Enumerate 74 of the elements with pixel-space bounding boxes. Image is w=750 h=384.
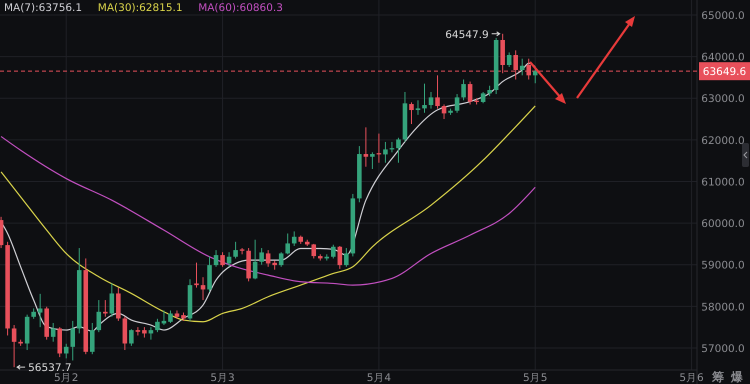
ref-line-label: 63649.6	[702, 66, 747, 78]
candlestick	[110, 282, 114, 318]
candlestick	[90, 322, 95, 355]
y-tick-label: 61000.0	[701, 176, 745, 188]
candlestick	[468, 81, 472, 105]
candlestick	[162, 310, 166, 326]
candlestick	[220, 252, 225, 268]
candlestick	[64, 343, 69, 359]
candlestick	[12, 324, 16, 368]
candlestick	[70, 320, 76, 361]
candlestick	[454, 94, 460, 114]
x-tick-label: 5月2	[54, 372, 78, 384]
text: 爆	[730, 370, 744, 384]
candlestick	[311, 243, 316, 259]
candlestick	[266, 250, 270, 268]
y-tick-label: 63000.0	[701, 93, 745, 106]
text: 筹	[711, 370, 724, 384]
candlestick	[38, 293, 42, 328]
annotation: 56537.7	[28, 362, 72, 374]
candlestick	[96, 300, 102, 333]
candlestick	[168, 310, 173, 324]
candlestick	[506, 52, 512, 68]
x-tick-label: 5月4	[366, 372, 392, 384]
candlestick	[383, 141, 388, 164]
candlestick	[409, 102, 414, 125]
candlestick	[129, 328, 134, 346]
y-tick-label: 60000.0	[701, 218, 745, 230]
candlestick	[194, 262, 199, 288]
y-tick-label: 62000.0	[701, 134, 745, 147]
candlestick	[364, 126, 368, 168]
candlestick	[292, 230, 296, 246]
y-tick-label: 64000.0	[701, 52, 745, 64]
candlestick	[422, 83, 427, 114]
candlestick	[259, 248, 264, 266]
y-tick-label: 59000.0	[701, 260, 745, 272]
candlestick	[214, 250, 218, 268]
y-tick-label: 57000.0	[701, 342, 745, 355]
y-tick-label: 65000.0	[701, 10, 745, 22]
candlestick	[31, 308, 36, 320]
candlestick	[278, 252, 284, 268]
candlestick	[480, 91, 486, 104]
candlestick	[200, 276, 206, 301]
candlestick	[50, 322, 56, 342]
y-tick-label: 58000.0	[701, 301, 745, 314]
candlestick	[142, 326, 147, 338]
candlestick	[338, 245, 342, 270]
candlestick	[532, 68, 538, 84]
x-tick-label: 5月5	[523, 372, 548, 384]
candlestick	[487, 85, 492, 97]
candlestick	[442, 104, 446, 120]
candlestick	[148, 326, 154, 340]
candlestick	[396, 137, 401, 164]
annotation: 64547.9	[445, 28, 489, 41]
candlestick	[435, 74, 440, 110]
text: MA(7):63756.1	[4, 2, 82, 14]
candlestick	[370, 152, 375, 170]
candlestick	[331, 244, 336, 259]
candlestick	[155, 318, 160, 333]
candlestick	[233, 241, 238, 259]
candlestick	[520, 58, 524, 76]
candlestick	[416, 100, 420, 116]
candlestick	[252, 239, 258, 280]
text: MA(60):60860.3	[198, 2, 283, 14]
text: MA(30):62815.1	[98, 2, 183, 14]
candlestick	[376, 133, 382, 164]
candlestick	[390, 141, 394, 153]
candlestick	[103, 300, 108, 318]
x-tick-label: 5月6	[679, 372, 704, 384]
candlestick	[226, 252, 232, 268]
candlestick	[285, 232, 290, 255]
candlestick	[344, 248, 349, 268]
candlestick	[461, 78, 466, 101]
candlestick	[428, 91, 434, 110]
x-tick-label: 5月3	[210, 372, 235, 384]
